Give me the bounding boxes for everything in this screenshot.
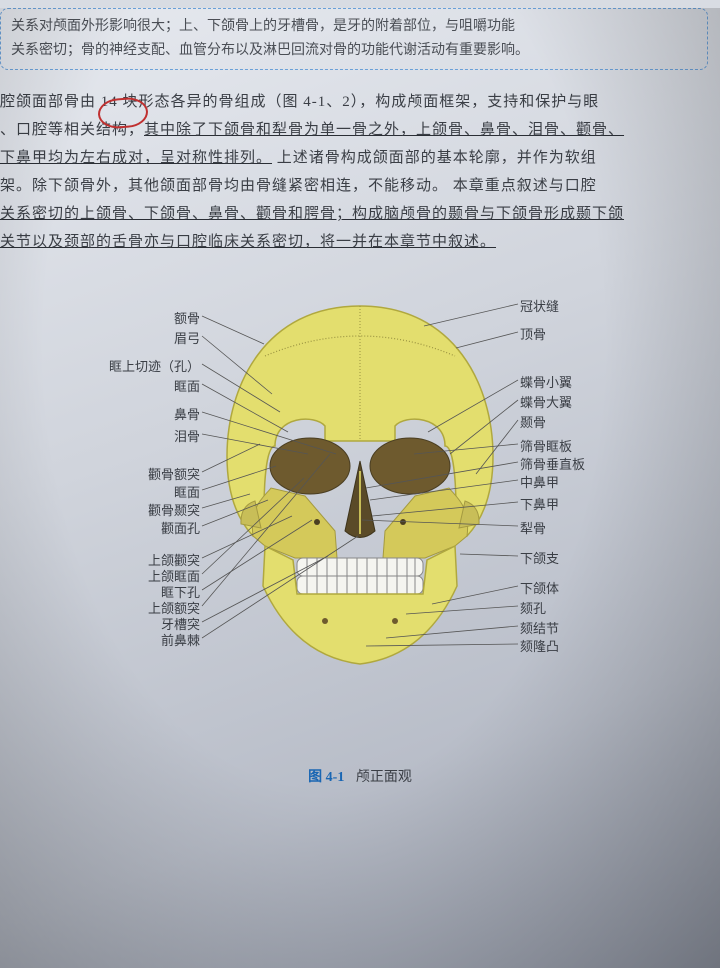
anatomy-label: 蝶骨大翼 <box>520 392 572 411</box>
anatomy-label: 下颌体 <box>520 578 559 597</box>
anatomy-label: 筛骨眶板 <box>520 436 572 455</box>
anatomy-label: 下鼻甲 <box>520 494 559 513</box>
anatomy-label: 颏结节 <box>520 618 559 637</box>
para-seg2a: 、口腔等相关结构， <box>0 122 144 138</box>
para-seg3a: 下鼻甲均为左右成对，呈对称性排列。 <box>0 150 272 166</box>
para-seg5: 关系密切的上颌骨、下颌骨、鼻骨、颧骨和腭骨；构成脑颅骨的颞骨与下颌骨形成颞下颌 <box>0 206 624 222</box>
caption-number: 图 4-1 <box>308 770 344 785</box>
note-line-2: 关系密切；骨的神经支配、血管分布以及淋巴回流对骨的功能代谢活动有重要影响。 <box>11 39 697 63</box>
anatomy-label: 眉弓 <box>174 328 200 347</box>
anatomy-label: 鼻骨 <box>174 404 200 423</box>
anatomy-label: 眶面 <box>174 482 200 501</box>
anatomy-label: 眶上切迹（孔） <box>109 356 200 375</box>
anatomy-label: 顶骨 <box>520 324 546 343</box>
figure-caption: 图 4-1 颅正面观 <box>0 766 720 786</box>
para-seg1: 腔颌面部骨由 14 块形态各异的骨组成（图 4-1、2），构成颅面框架，支持和保… <box>0 94 599 110</box>
anatomy-label: 冠状缝 <box>520 296 559 315</box>
para-seg3b: 上述诸骨构成颌面部的基本轮廓，并作为软组 <box>272 150 597 166</box>
para-seg2b: 其中除了下颌骨和犁骨为单一骨之外，上颌骨、鼻骨、泪骨、颧骨、 <box>144 122 624 138</box>
caption-title: 颅正面观 <box>356 770 412 785</box>
anatomy-label: 额骨 <box>174 308 200 327</box>
textbook-page: 关系对颅面外形影响很大；上、下颌骨上的牙槽骨，是牙的附着部位，与咀嚼功能 关系密… <box>0 8 720 968</box>
anatomy-label: 颞骨 <box>520 412 546 431</box>
para-seg6: 关节以及颈部的舌骨亦与口腔临床关系密切，将一并在本章节中叙述。 <box>0 234 496 250</box>
anatomy-label: 颧骨颞突 <box>148 500 200 519</box>
lower-teeth <box>297 576 423 594</box>
orbit-left <box>270 438 350 494</box>
mental-foramen-r <box>392 618 398 624</box>
anatomy-label: 颧面孔 <box>161 518 200 537</box>
body-paragraph: 腔颌面部骨由 14 块形态各异的骨组成（图 4-1、2），构成颅面框架，支持和保… <box>0 88 710 256</box>
anatomy-label: 筛骨垂直板 <box>520 454 585 473</box>
note-box: 关系对颅面外形影响很大；上、下颌骨上的牙槽骨，是牙的附着部位，与咀嚼功能 关系密… <box>0 8 708 70</box>
anatomy-label: 中鼻甲 <box>520 472 559 491</box>
anatomy-label: 颏孔 <box>520 598 546 617</box>
infraorbital-l <box>314 519 320 525</box>
anatomy-label: 颧骨额突 <box>148 464 200 483</box>
anatomy-label: 前鼻棘 <box>161 630 200 649</box>
anatomy-label: 蝶骨小翼 <box>520 372 572 391</box>
para-seg4: 架。除下颌骨外，其他颌面部骨均由骨缝紧密相连，不能移动。 本章重点叙述与口腔 <box>0 178 597 194</box>
infraorbital-r <box>400 519 406 525</box>
mental-foramen-l <box>322 618 328 624</box>
skull-diagram: 额骨眉弓眶上切迹（孔）眶面鼻骨泪骨颧骨额突眶面颧骨颞突颧面孔上颌颧突上颌眶面眶下… <box>20 276 700 756</box>
anatomy-label: 眶面 <box>174 376 200 395</box>
anatomy-label: 下颌支 <box>520 548 559 567</box>
anatomy-label: 犁骨 <box>520 518 546 537</box>
anatomy-label: 泪骨 <box>174 426 200 445</box>
orbit-right <box>370 438 450 494</box>
skull-illustration <box>205 296 515 676</box>
note-line-1: 关系对颅面外形影响很大；上、下颌骨上的牙槽骨，是牙的附着部位，与咀嚼功能 <box>11 15 697 39</box>
anatomy-label: 颏隆凸 <box>520 636 559 655</box>
upper-teeth <box>297 558 423 576</box>
